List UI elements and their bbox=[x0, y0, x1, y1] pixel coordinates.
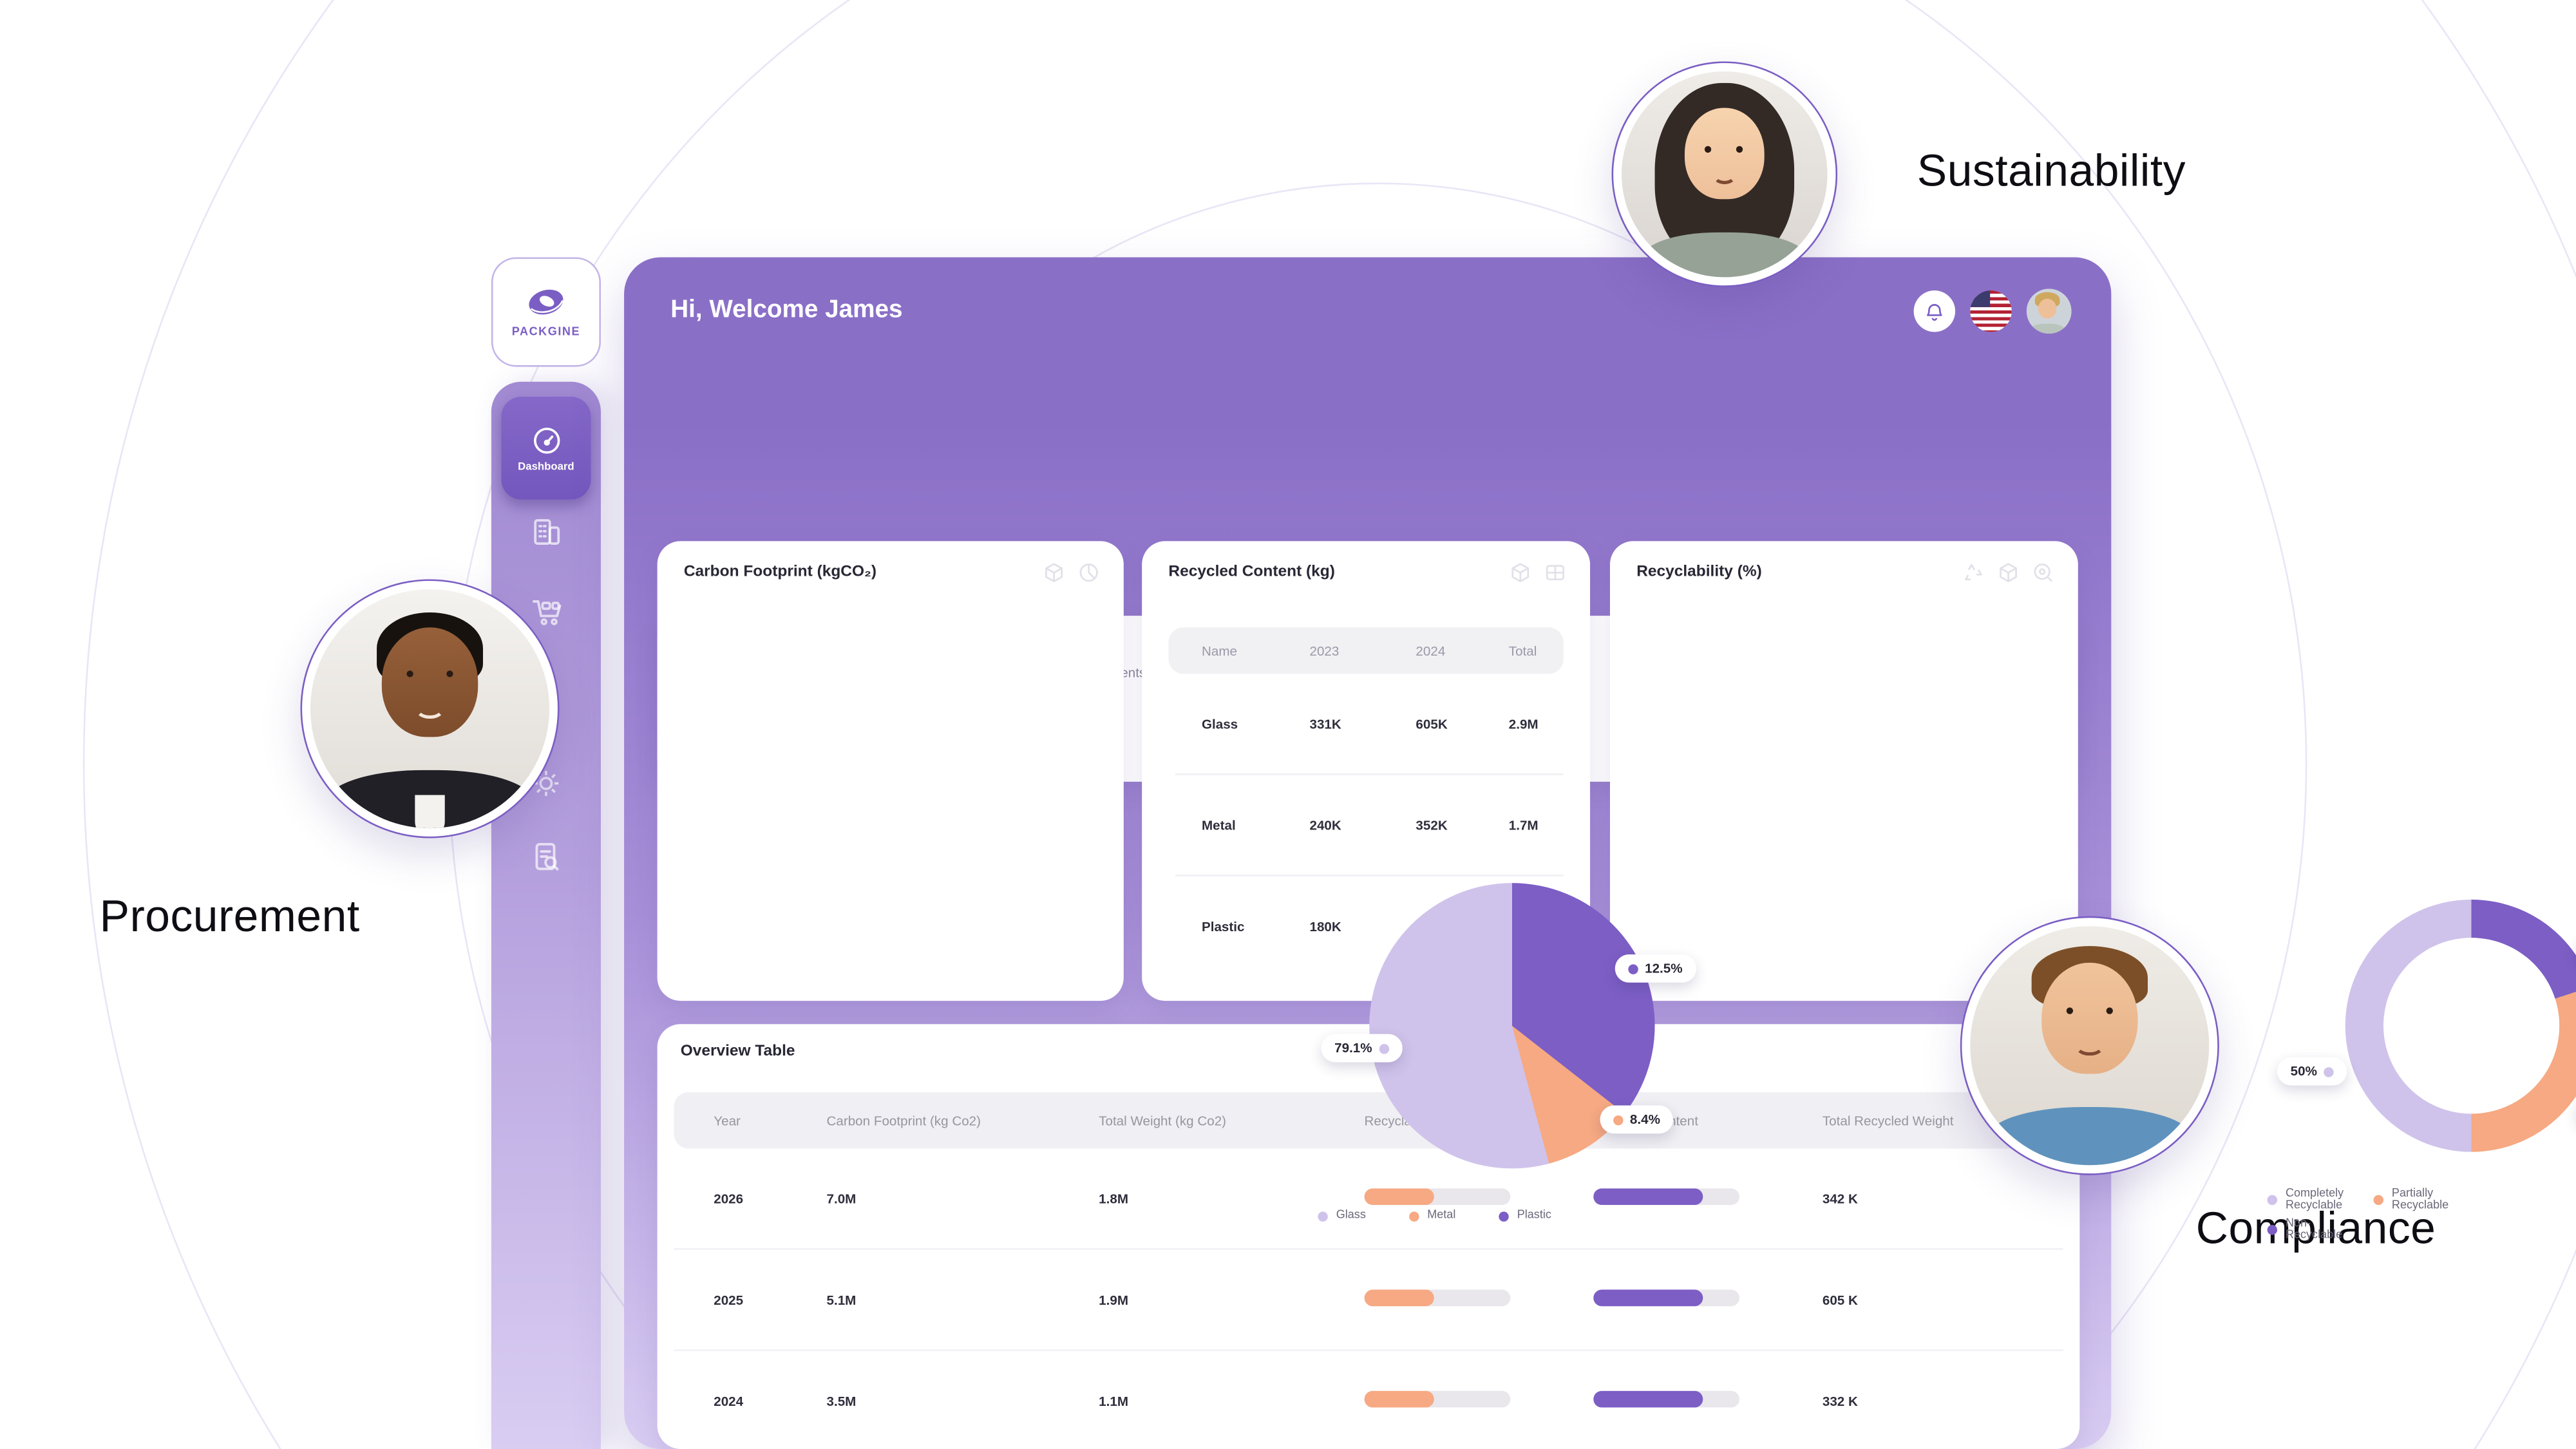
glass-dot bbox=[1378, 1043, 1389, 1054]
sidebar-item-reports[interactable] bbox=[491, 840, 601, 875]
completely-dot bbox=[2324, 1066, 2334, 1077]
recyclability-legend-row2: Non-Recyclable bbox=[2267, 1218, 2342, 1242]
sidebar-item-company[interactable] bbox=[491, 515, 601, 549]
notifications-button[interactable] bbox=[1913, 290, 1956, 332]
card-actions bbox=[1043, 561, 1101, 584]
row-divider bbox=[1175, 875, 1564, 876]
row-divider bbox=[674, 1349, 2063, 1351]
photo-smile bbox=[415, 697, 444, 719]
row-divider bbox=[674, 1248, 2063, 1250]
avatar-procurement bbox=[300, 579, 560, 838]
card-title: Recyclability (%) bbox=[1636, 562, 1762, 582]
photo-smile bbox=[2075, 1034, 2105, 1056]
avatar-photo bbox=[310, 589, 550, 829]
profile-button[interactable] bbox=[2026, 289, 2072, 334]
packgine-logo-icon bbox=[529, 289, 564, 315]
sidebar: Dashboard bbox=[491, 381, 601, 1449]
avatar-photo bbox=[1622, 71, 1828, 278]
profile-avatar-shoulders bbox=[2030, 323, 2065, 334]
us-flag-canton bbox=[1970, 290, 1991, 307]
report-search-icon bbox=[535, 842, 558, 871]
bell-icon bbox=[1927, 303, 1942, 320]
recyclability-progress bbox=[1364, 1188, 1511, 1206]
overview-title: Overview Table bbox=[680, 1042, 795, 1061]
greeting-text: Hi, Welcome James bbox=[670, 295, 903, 324]
pie-chart-icon[interactable] bbox=[1077, 561, 1101, 584]
recycled-progress bbox=[1593, 1289, 1740, 1307]
legend-dot-partially bbox=[2373, 1195, 2384, 1206]
legend-dot-nonrecyclable bbox=[2267, 1225, 2278, 1235]
legend-dot-glass bbox=[1318, 1211, 1328, 1221]
table-row: 2026 7.0M 1.8M 342 K bbox=[674, 1148, 2063, 1248]
recycled-progress bbox=[1593, 1390, 1740, 1408]
sidebar-item-label: Dashboard bbox=[518, 460, 574, 473]
carbon-footprint-card: Carbon Footprint (kgCO₂) bbox=[657, 541, 1124, 1001]
brand-logo-card[interactable]: PACKGINE bbox=[491, 257, 601, 367]
donut-hole bbox=[2383, 938, 2560, 1114]
annotation-sustainability: Sustainability bbox=[1917, 146, 2186, 196]
recycled-progress bbox=[1593, 1188, 1740, 1206]
buildings-icon bbox=[533, 519, 559, 545]
table-row: Glass 331K 605K 2.9M bbox=[1201, 716, 1539, 732]
card-actions bbox=[1962, 561, 2054, 584]
card-actions bbox=[1509, 561, 1567, 584]
recyclability-progress bbox=[1364, 1289, 1511, 1307]
recyclability-legend-row1: Completely Recyclable Partially Recyclab… bbox=[2267, 1188, 2448, 1211]
pie-label-metal: 8.4% bbox=[1600, 1105, 1674, 1134]
overview-table-header: Year Carbon Footprint (kg Co2) Total Wei… bbox=[674, 1092, 2063, 1149]
donut-search-icon[interactable] bbox=[2032, 561, 2055, 584]
photo-shoulders bbox=[1642, 232, 1807, 278]
table-row: 2024 3.5M 1.1M 332 K bbox=[674, 1351, 2063, 1449]
annotation-compliance: Compliance bbox=[2195, 1203, 2436, 1253]
table-row: Metal 240K 352K 1.7M bbox=[1201, 817, 1539, 833]
photo-smile bbox=[1712, 166, 1737, 185]
photo-face bbox=[1685, 108, 1764, 199]
photo-shoulders bbox=[1984, 1108, 2195, 1166]
table-icon[interactable] bbox=[1544, 561, 1567, 584]
donut-label-completely: 50% bbox=[2277, 1057, 2347, 1086]
profile-avatar-face bbox=[2038, 298, 2057, 319]
metal-dot bbox=[1613, 1114, 1624, 1125]
card-title: Carbon Footprint (kgCO₂) bbox=[683, 562, 877, 582]
row-divider bbox=[1175, 773, 1564, 775]
photo-eye bbox=[2106, 1007, 2114, 1014]
overview-table-card: Overview Table Year Carbon Footprint (kg… bbox=[657, 1024, 2080, 1449]
avatar-compliance bbox=[1960, 916, 2219, 1175]
plastic-dot bbox=[1628, 963, 1638, 974]
recycle-icon[interactable] bbox=[1962, 561, 1985, 584]
photo-eye bbox=[1703, 145, 1711, 153]
avatar-sustainability bbox=[1611, 61, 1838, 287]
recyclability-progress bbox=[1364, 1390, 1511, 1408]
header-actions bbox=[1913, 289, 2072, 334]
overview-table-body: 2026 7.0M 1.8M 342 K 2025 5.1M 1.9M 605 … bbox=[674, 1148, 2063, 1449]
cube-icon[interactable] bbox=[1509, 561, 1532, 584]
photo-eye bbox=[1736, 145, 1744, 153]
pie-label-plastic: 12.5% bbox=[1615, 954, 1696, 983]
dashboard-gauge-icon bbox=[533, 426, 560, 453]
legend-dot-plastic bbox=[1499, 1211, 1509, 1221]
table-row: 2025 5.1M 1.9M 605 K bbox=[674, 1250, 2063, 1350]
brand-name: PACKGINE bbox=[511, 327, 581, 339]
dashboard-panel: Hi, Welcome James Materials Ty bbox=[624, 257, 2576, 1449]
photo-eye bbox=[446, 670, 453, 677]
carbon-pie-legend: Glass Metal Plastic bbox=[1318, 1210, 1551, 1222]
cube-icon[interactable] bbox=[1043, 561, 1066, 584]
photo-eye bbox=[2065, 1007, 2073, 1014]
photo-face bbox=[382, 627, 478, 738]
recycled-table-header: Name 2023 2024 Total bbox=[1168, 627, 1564, 674]
legend-dot-completely bbox=[2267, 1195, 2278, 1206]
legend-dot-metal bbox=[1408, 1211, 1419, 1221]
cube-icon[interactable] bbox=[1996, 561, 2020, 584]
language-button[interactable] bbox=[1970, 290, 2012, 332]
photo-eye bbox=[406, 670, 413, 677]
recyclability-card: Recyclability (%) bbox=[1609, 541, 2078, 1001]
annotation-procurement: Procurement bbox=[99, 891, 360, 942]
photo-shirt bbox=[415, 795, 444, 829]
card-title: Recycled Content (kg) bbox=[1168, 562, 1335, 582]
pie-label-glass: 79.1% bbox=[1321, 1034, 1403, 1063]
photo-face bbox=[2041, 961, 2137, 1075]
sidebar-item-dashboard[interactable]: Dashboard bbox=[501, 396, 591, 500]
avatar-photo bbox=[1970, 926, 2210, 1166]
